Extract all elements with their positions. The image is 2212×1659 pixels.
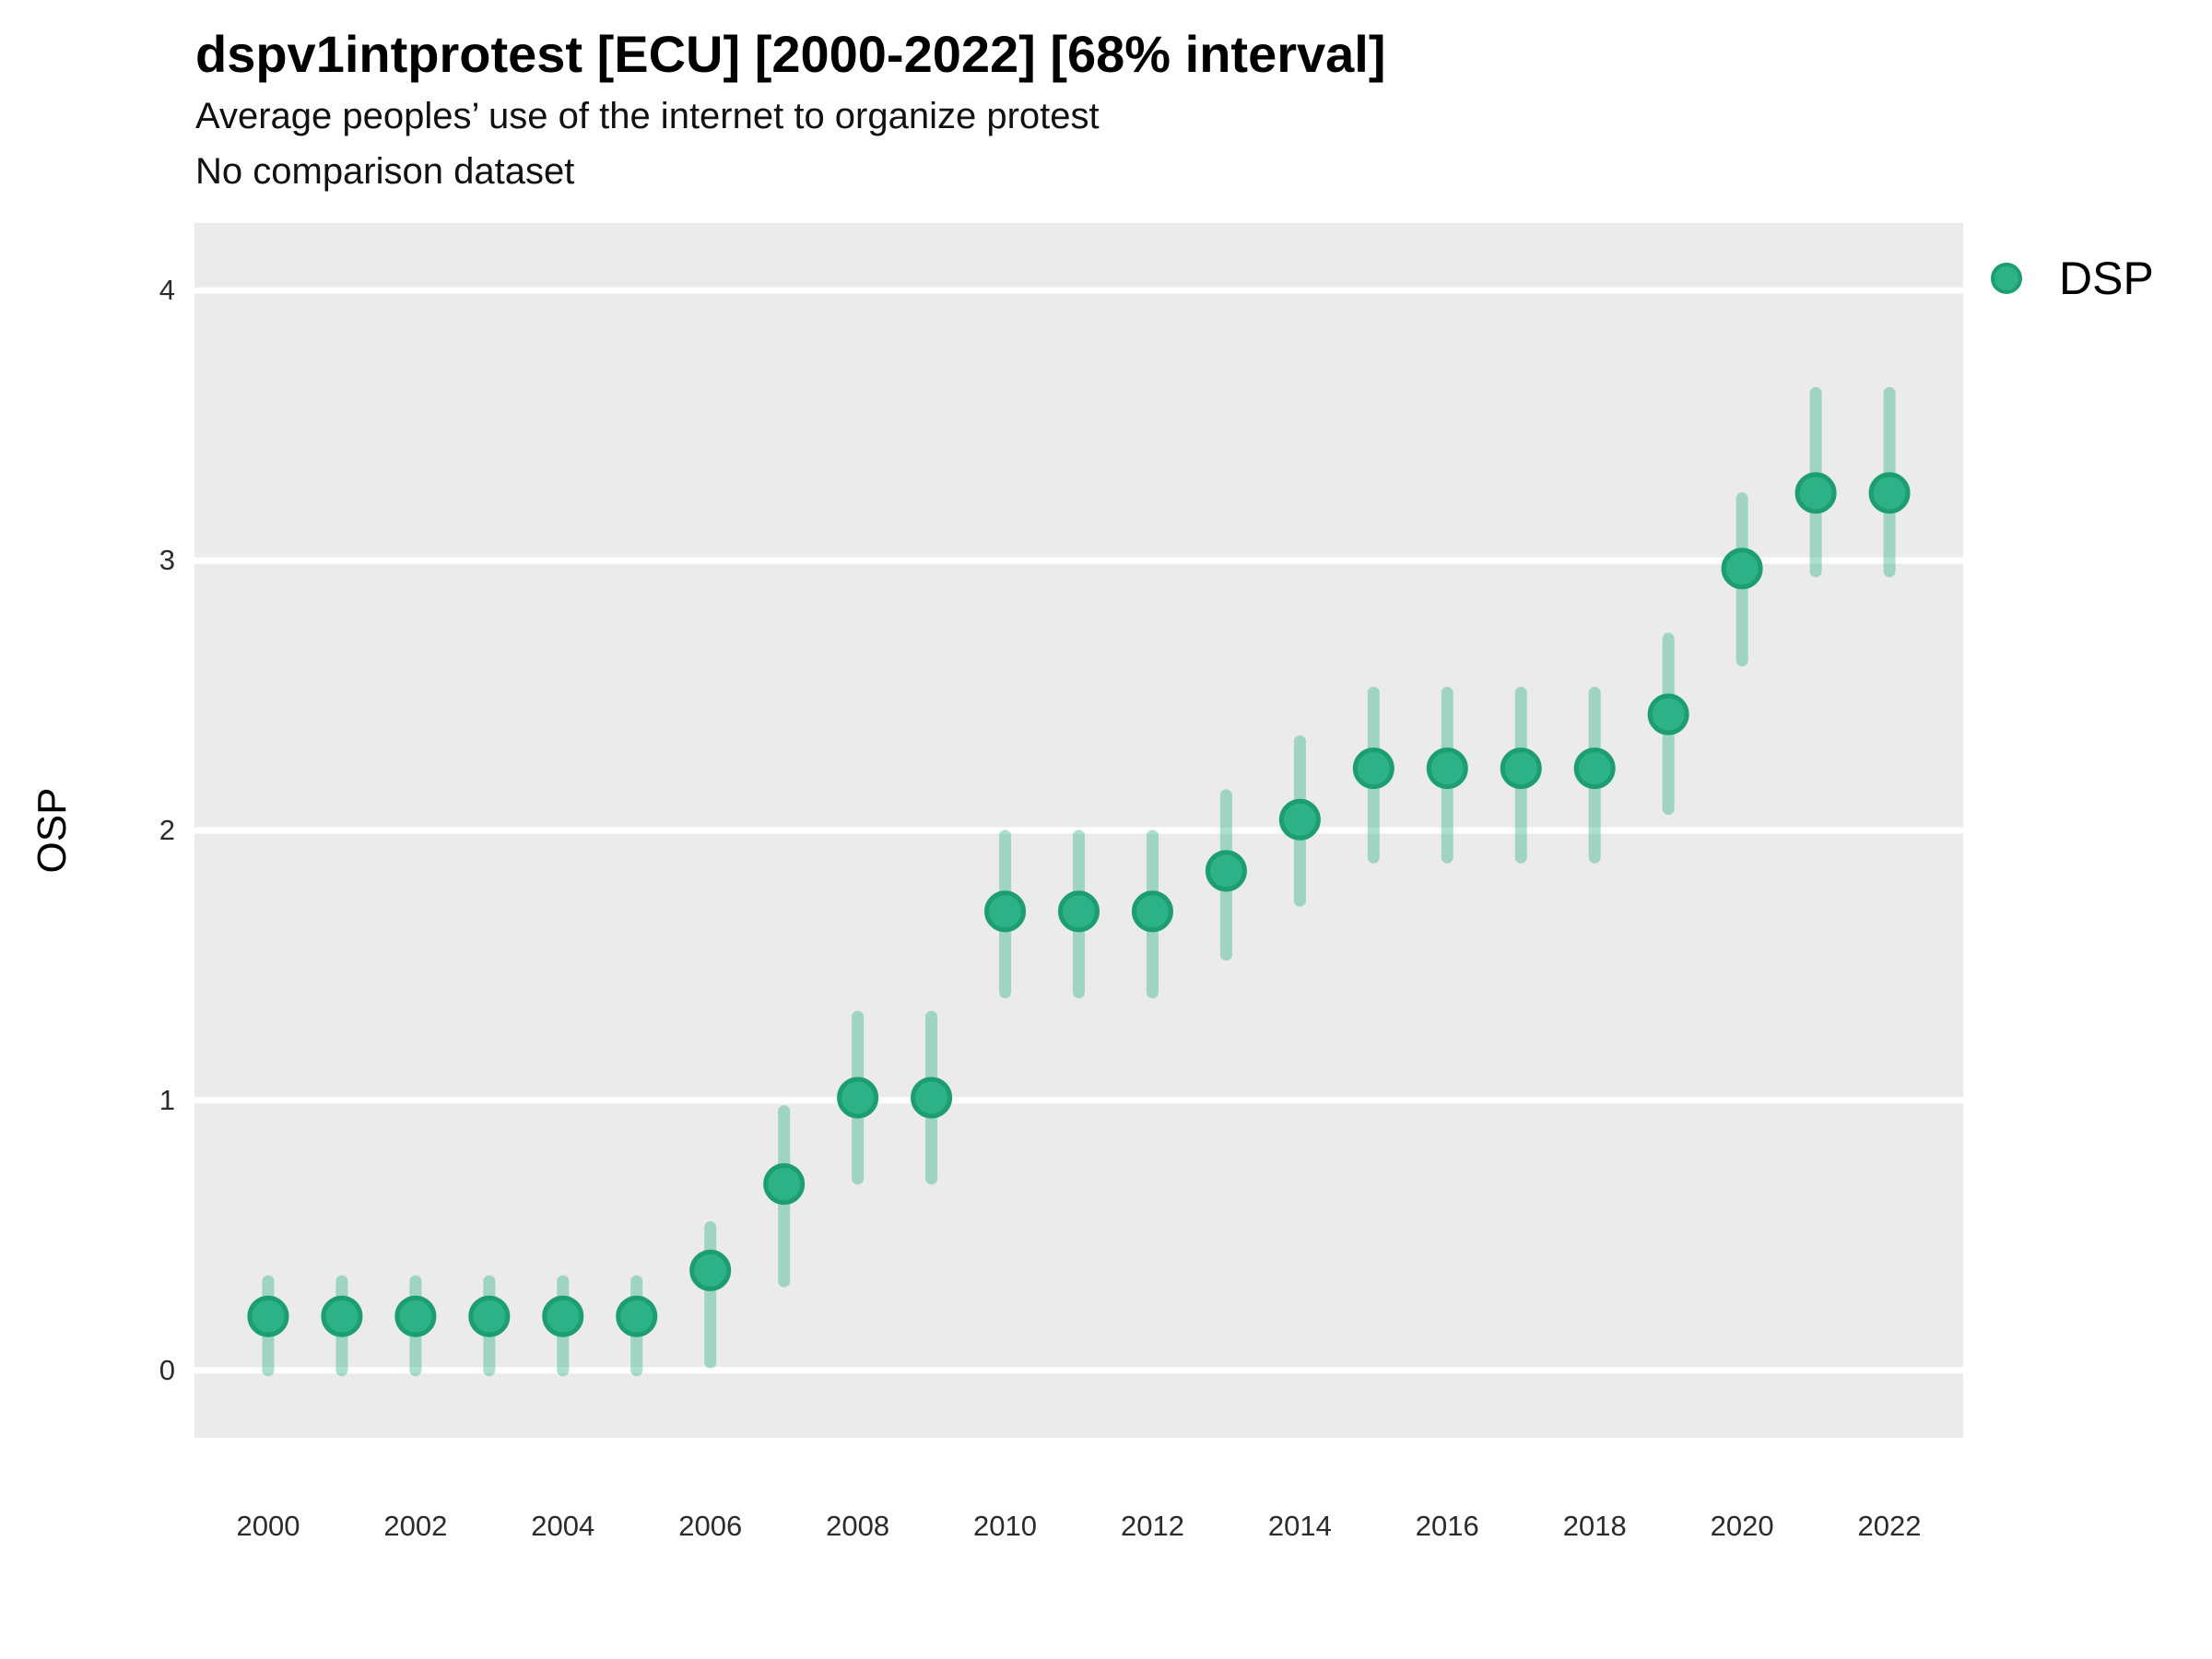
data-point — [1278, 798, 1321, 841]
x-tick-label: 2002 — [383, 1510, 448, 1542]
data-point — [1205, 850, 1247, 892]
data-point — [1868, 472, 1911, 514]
x-tick-label: 2008 — [826, 1510, 890, 1542]
x-tick-label: 2018 — [1562, 1510, 1627, 1542]
y-tick-label: 4 — [159, 274, 175, 307]
data-point — [616, 1295, 658, 1337]
data-point — [1500, 747, 1542, 790]
data-point — [247, 1295, 289, 1337]
x-tick-label: 2014 — [1267, 1510, 1332, 1542]
y-tick-label: 0 — [159, 1353, 175, 1386]
x-tick-label: 2022 — [1857, 1510, 1922, 1542]
chart-subtitle: Average peoples’ use of the internet to … — [195, 96, 1100, 136]
y-tick-label: 1 — [159, 1083, 175, 1116]
data-point — [1352, 747, 1394, 790]
x-tick-label: 2004 — [531, 1510, 595, 1542]
x-tick-label: 2020 — [1710, 1510, 1774, 1542]
chart-title: dspv1intprotest [ECU] [2000-2022] [68% i… — [195, 25, 1386, 83]
data-point — [542, 1295, 584, 1337]
legend: DSP — [1991, 254, 2154, 302]
data-point — [1647, 693, 1689, 735]
data-point — [1058, 890, 1100, 933]
data-point — [1794, 472, 1837, 514]
data-point — [1131, 890, 1173, 933]
x-tick-label: 2006 — [678, 1510, 743, 1542]
data-point — [1426, 747, 1468, 790]
plot-canvas — [194, 287, 1963, 1377]
data-point — [468, 1295, 511, 1337]
data-point — [394, 1295, 437, 1337]
data-point — [321, 1295, 363, 1337]
data-point — [1721, 547, 1763, 590]
chart-comparison-note: No comparison dataset — [195, 151, 575, 192]
data-point — [763, 1163, 806, 1206]
data-point — [837, 1077, 879, 1119]
legend-dot-icon — [1991, 263, 2022, 294]
x-tick-label: 2010 — [973, 1510, 1038, 1542]
y-tick-label: 2 — [159, 814, 175, 846]
x-tick-label: 2012 — [1120, 1510, 1184, 1542]
data-point — [689, 1249, 732, 1291]
y-tick-label: 3 — [159, 544, 175, 577]
legend-label: DSP — [2059, 253, 2154, 304]
x-tick-label: 2016 — [1415, 1510, 1479, 1542]
data-point — [1573, 747, 1616, 790]
x-tick-label: 2000 — [236, 1510, 300, 1542]
plot-panel — [194, 223, 1963, 1438]
data-point — [984, 890, 1027, 933]
data-point — [911, 1077, 953, 1119]
